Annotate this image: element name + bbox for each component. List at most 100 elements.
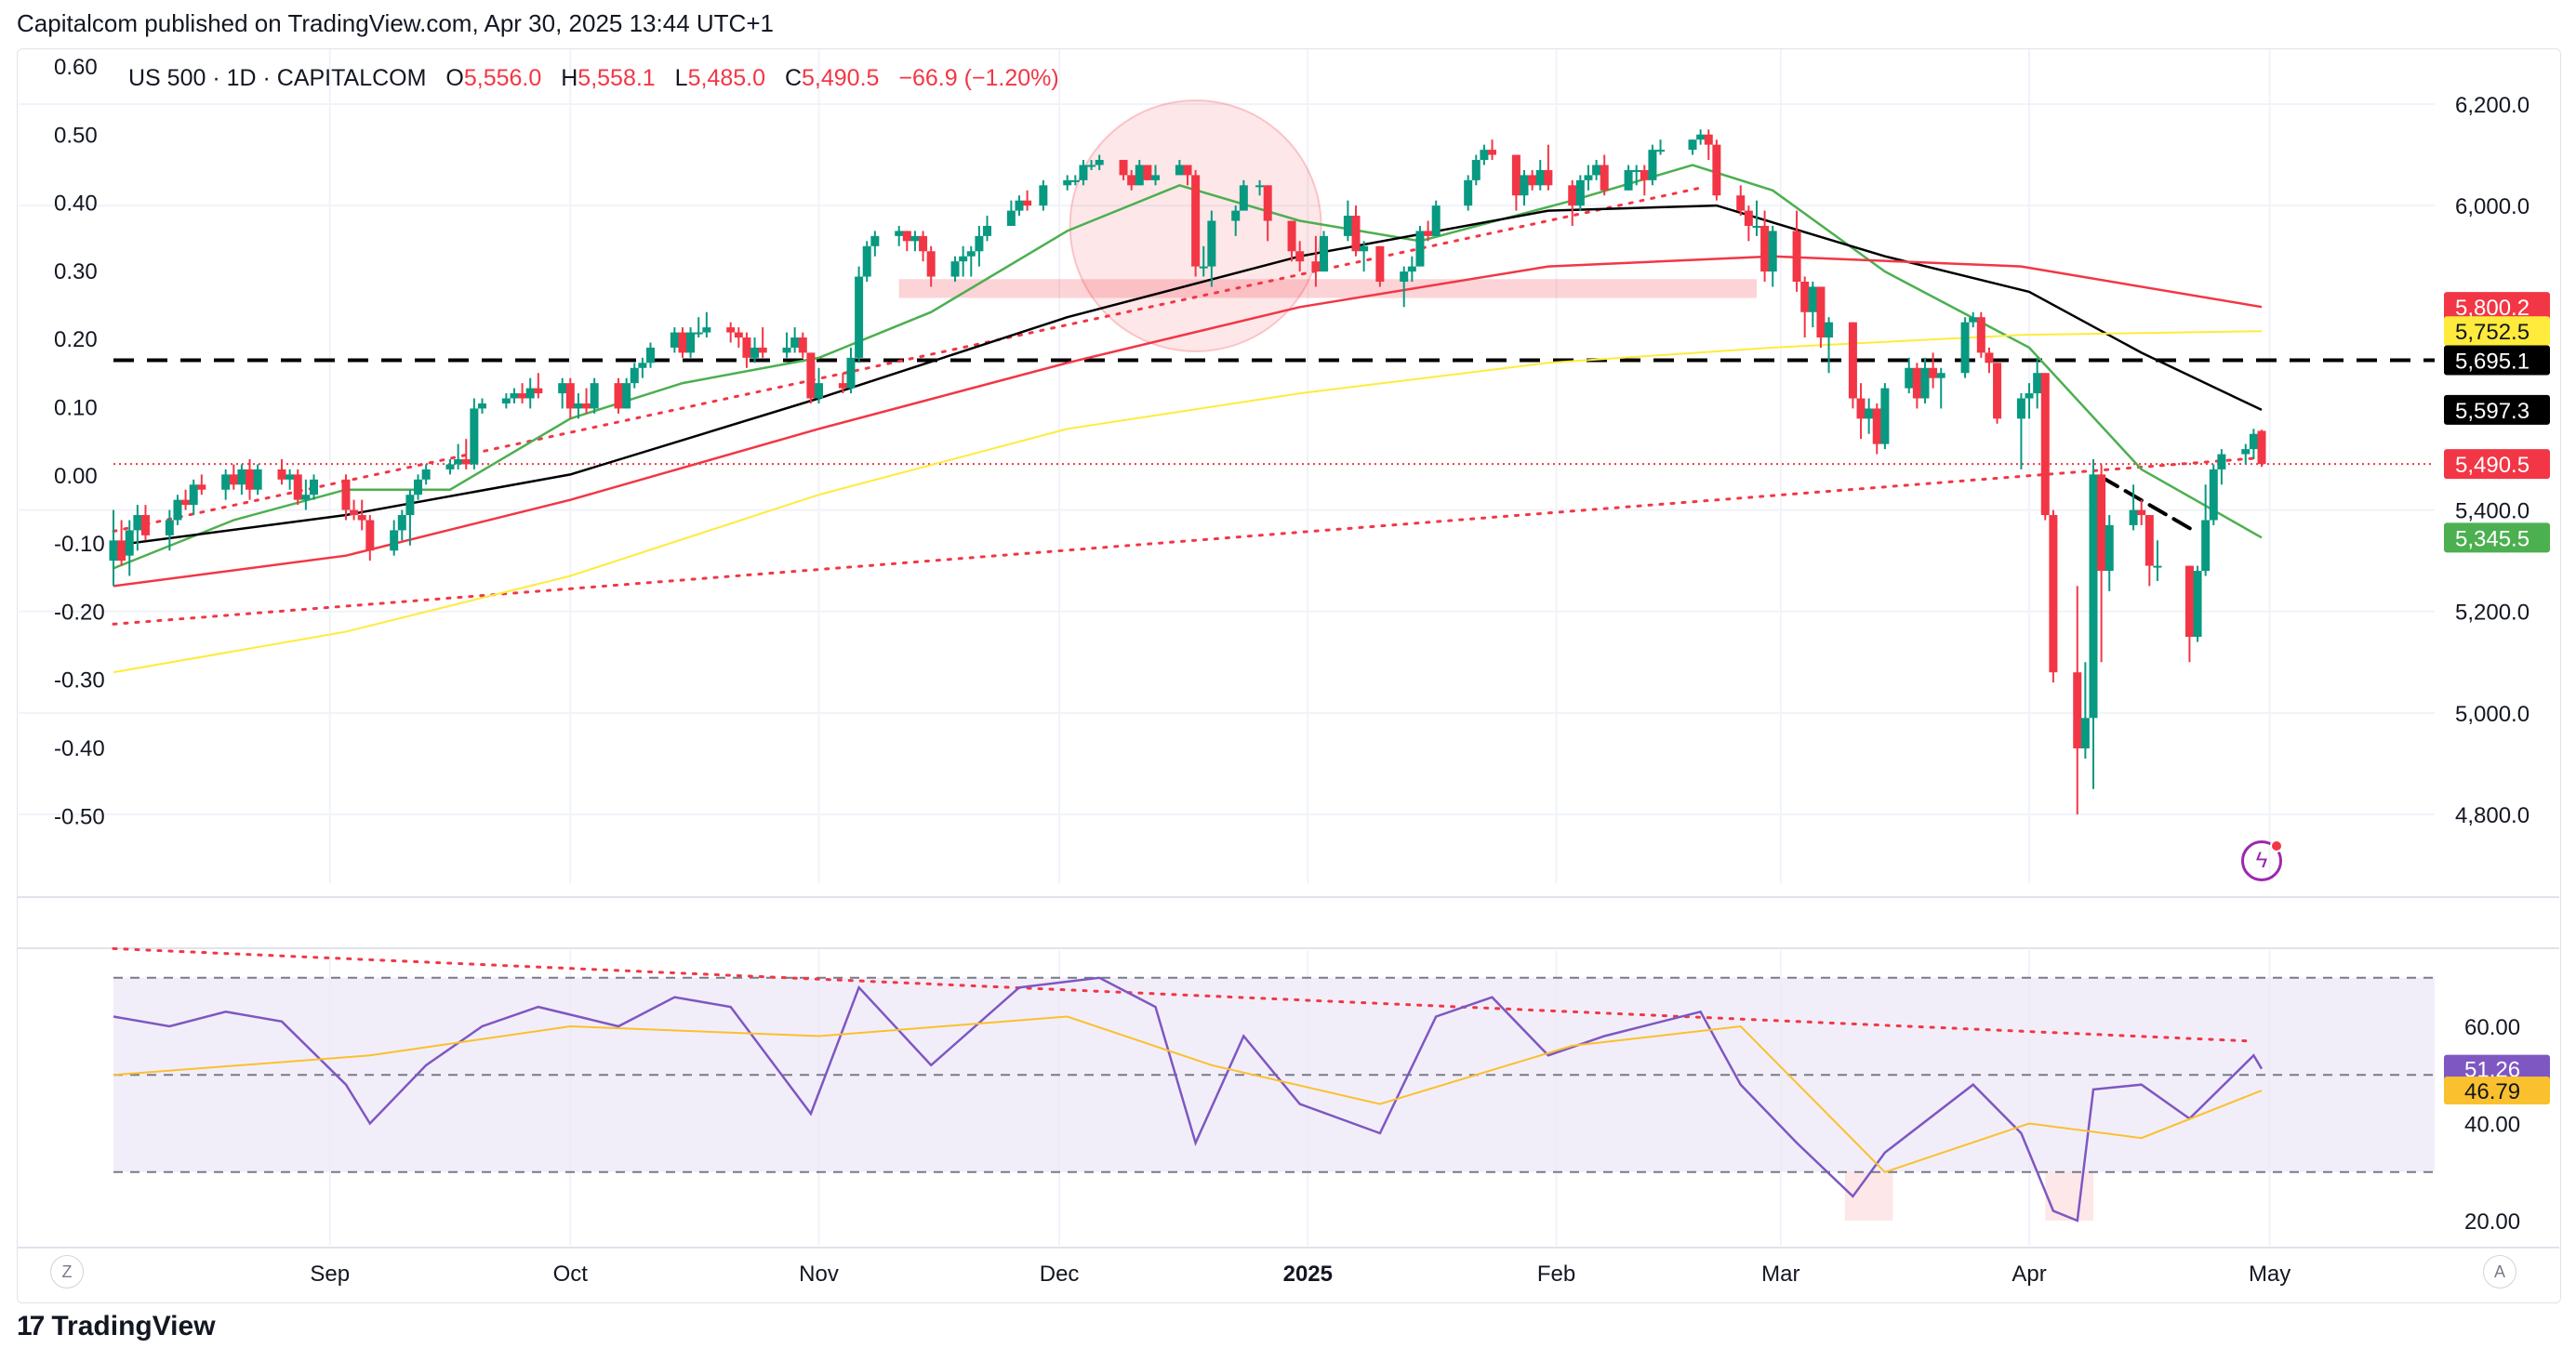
candle-body[interactable]	[1183, 165, 1192, 176]
candle-body[interactable]	[117, 540, 126, 562]
candle-body[interactable]	[1696, 134, 1706, 140]
candle-body[interactable]	[1095, 160, 1104, 165]
candle-body[interactable]	[798, 337, 807, 353]
candle-body[interactable]	[1985, 352, 1994, 363]
candle-body[interactable]	[2040, 373, 2050, 516]
candle-body[interactable]	[1070, 179, 1080, 182]
candle-body[interactable]	[1584, 175, 1593, 180]
resistance-zone[interactable]	[898, 279, 1757, 298]
candle-body[interactable]	[1528, 175, 1537, 186]
candle-body[interactable]	[1808, 286, 1817, 312]
candle-body[interactable]	[1656, 150, 1666, 152]
candle-body[interactable]	[1704, 134, 1713, 145]
zoom-reset-button[interactable]: Z	[50, 1255, 84, 1288]
candle-body[interactable]	[518, 393, 527, 399]
candle-body[interactable]	[1207, 220, 1216, 267]
candle-body[interactable]	[638, 363, 647, 368]
candle-body[interactable]	[246, 469, 255, 490]
candle-body[interactable]	[277, 469, 286, 480]
candle-body[interactable]	[133, 515, 142, 531]
candle-body[interactable]	[815, 383, 824, 399]
candle-body[interactable]	[2049, 515, 2058, 673]
candle-body[interactable]	[1239, 185, 1248, 211]
candle-body[interactable]	[501, 398, 511, 403]
candle-body[interactable]	[357, 515, 366, 521]
candle-body[interactable]	[686, 332, 696, 353]
candle-body[interactable]	[565, 383, 575, 409]
candle-body[interactable]	[1375, 245, 1385, 282]
candle-body[interactable]	[1079, 165, 1088, 180]
candle-body[interactable]	[983, 225, 992, 236]
candle-body[interactable]	[975, 235, 984, 252]
candle-body[interactable]	[1424, 231, 1433, 236]
candle-body[interactable]	[1544, 169, 1553, 186]
candle-body[interactable]	[2201, 520, 2211, 572]
candle-body[interactable]	[758, 347, 767, 353]
candle-body[interactable]	[694, 332, 703, 335]
candle-body[interactable]	[397, 515, 406, 531]
candle-body[interactable]	[2184, 565, 2194, 637]
candle-body[interactable]	[1015, 200, 1024, 211]
candle-body[interactable]	[1848, 322, 1857, 399]
candle-body[interactable]	[838, 383, 847, 389]
candle-body[interactable]	[1825, 322, 1834, 338]
candle-body[interactable]	[1912, 367, 1921, 399]
candle-body[interactable]	[1752, 225, 1761, 228]
candle-body[interactable]	[2144, 515, 2154, 566]
candle-body[interactable]	[461, 459, 471, 465]
candle-body[interactable]	[2217, 454, 2226, 469]
candle-body[interactable]	[293, 474, 302, 500]
candle-body[interactable]	[510, 393, 519, 399]
candle-body[interactable]	[959, 256, 968, 262]
candle-body[interactable]	[229, 474, 238, 485]
candle-body[interactable]	[1407, 266, 1416, 272]
candle-body[interactable]	[445, 464, 455, 469]
candle-body[interactable]	[734, 332, 743, 338]
candle-body[interactable]	[1135, 165, 1144, 186]
candle-body[interactable]	[750, 347, 760, 358]
candle-body[interactable]	[2105, 524, 2114, 572]
candle-body[interactable]	[1039, 185, 1048, 206]
candle-body[interactable]	[1976, 317, 1985, 353]
short-trendline[interactable]	[2099, 475, 2200, 535]
candle-body[interactable]	[414, 479, 423, 496]
candle-body[interactable]	[1592, 165, 1601, 176]
candle-body[interactable]	[421, 469, 431, 480]
candle-body[interactable]	[341, 479, 351, 510]
candle-body[interactable]	[1295, 251, 1305, 262]
candle-body[interactable]	[1624, 169, 1633, 191]
candle-body[interactable]	[862, 245, 871, 277]
candle-body[interactable]	[2257, 430, 2266, 465]
candle-body[interactable]	[1464, 179, 1473, 206]
candle-body[interactable]	[966, 251, 976, 257]
candle-body[interactable]	[2249, 433, 2258, 450]
candle-body[interactable]	[1006, 210, 1016, 226]
candle-body[interactable]	[1736, 195, 1746, 211]
candle-body[interactable]	[2033, 373, 2042, 394]
candle-body[interactable]	[846, 357, 856, 389]
candle-body[interactable]	[590, 383, 599, 409]
candle-body[interactable]	[1488, 150, 1497, 155]
candle-body[interactable]	[1151, 175, 1161, 180]
candle-body[interactable]	[1936, 373, 1945, 378]
candle-body[interactable]	[895, 231, 904, 236]
candle-body[interactable]	[2193, 571, 2202, 637]
candle-body[interactable]	[919, 235, 928, 252]
candle-body[interactable]	[285, 474, 295, 480]
candle-body[interactable]	[173, 499, 182, 521]
candle-body[interactable]	[790, 337, 800, 348]
candle-body[interactable]	[1535, 169, 1545, 186]
candle-body[interactable]	[1856, 398, 1866, 419]
candle-body[interactable]	[1311, 261, 1321, 272]
candle-body[interactable]	[1632, 169, 1641, 172]
lightning-icon[interactable]: ϟ	[2241, 839, 2283, 881]
candle-body[interactable]	[902, 231, 911, 242]
candle-body[interactable]	[109, 540, 118, 562]
candle-body[interactable]	[525, 388, 535, 399]
candle-body[interactable]	[350, 509, 359, 516]
candle-body[interactable]	[1511, 154, 1520, 196]
candle-body[interactable]	[1800, 282, 1810, 312]
candle-body[interactable]	[1199, 266, 1208, 269]
candle-body[interactable]	[1087, 165, 1096, 167]
